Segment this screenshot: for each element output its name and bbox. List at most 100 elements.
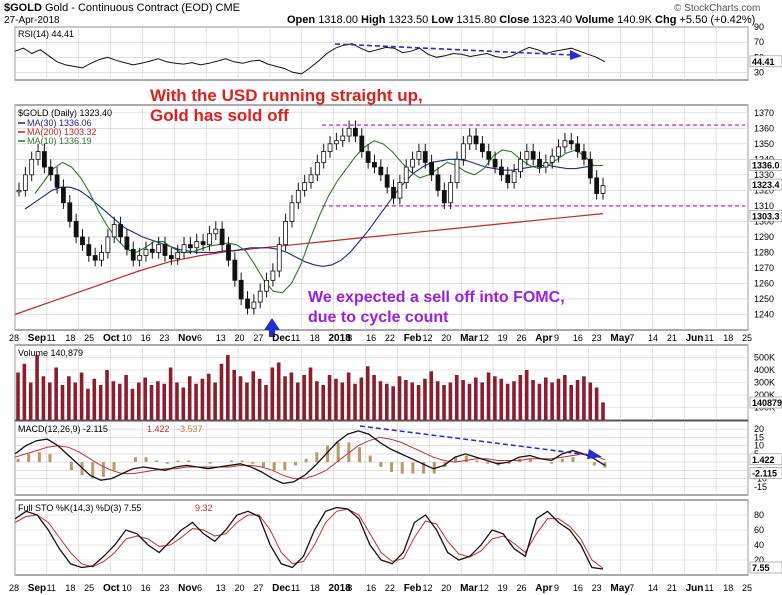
macd-histogram-bar xyxy=(379,462,383,468)
macd-histogram-bar xyxy=(27,453,31,463)
price-candle xyxy=(391,186,396,199)
price-candle xyxy=(54,174,60,188)
ma10-legend: MA(10) 1336.19 xyxy=(27,136,92,146)
volume-bar xyxy=(245,382,249,420)
volume-bar xyxy=(340,382,345,420)
price-candle xyxy=(524,151,530,160)
price-candle xyxy=(556,146,561,157)
macd-histogram-bar xyxy=(422,462,426,474)
price-candle xyxy=(327,143,333,152)
price-candle xyxy=(86,244,92,256)
volume-label: Volume xyxy=(575,14,615,26)
price-candle xyxy=(397,182,403,199)
x-axis-label-bottom: 25 xyxy=(84,583,94,593)
x-axis-label-top: 11 xyxy=(47,333,56,343)
price-candle xyxy=(111,224,117,238)
x-axis-label-top: Dec xyxy=(272,333,291,344)
macd-legend: MACD(12,26,9) -2.115 xyxy=(18,424,108,434)
x-axis-label-bottom: 25 xyxy=(742,583,752,593)
volume-bar xyxy=(232,370,236,420)
rsi-tick-label: 90 xyxy=(754,22,764,32)
macd-signal-line xyxy=(14,436,606,480)
x-axis-label-top: 18 xyxy=(723,333,733,343)
price-candle xyxy=(207,233,212,246)
price-candle xyxy=(460,143,466,160)
chg-label: Chg xyxy=(655,14,677,26)
price-candle xyxy=(124,236,130,250)
x-axis-label-top: 20 xyxy=(235,333,245,343)
volume-bar xyxy=(175,382,179,420)
macd-histogram-bar xyxy=(560,458,564,463)
macd-histogram-bar xyxy=(390,462,394,472)
volume-bar xyxy=(270,367,275,420)
macd-histogram-bar xyxy=(208,462,212,464)
price-candle xyxy=(181,244,187,253)
volume-bar xyxy=(518,375,523,420)
price-tick-label: 1240 xyxy=(754,309,774,319)
ma200-value-label-box xyxy=(749,209,782,222)
price-candle xyxy=(333,140,339,145)
price-candle xyxy=(479,143,485,152)
volume-bar xyxy=(54,367,58,420)
macd-histogram-bar xyxy=(283,462,287,471)
x-axis-label-top: Apr xyxy=(535,333,552,344)
x-axis-label-top: 26 xyxy=(516,333,526,343)
macd-histogram-bar xyxy=(326,445,330,463)
volume-bar xyxy=(493,376,497,420)
low-value: 1315.80 xyxy=(456,14,497,26)
x-axis-label-bottom: 8 xyxy=(347,583,352,593)
volume-bar xyxy=(149,385,154,420)
price-candle xyxy=(403,166,409,183)
macd-histogram-bar xyxy=(251,462,255,464)
volume-bar xyxy=(391,386,395,420)
ma200-value-label: 1303.3 xyxy=(752,211,780,221)
x-axis-label-bottom: 20 xyxy=(441,583,451,593)
macd-histogram-bar xyxy=(464,455,468,463)
price-candle xyxy=(410,158,415,168)
price-candle xyxy=(80,236,85,246)
price-candle xyxy=(143,248,149,256)
macd-tick-label: 20 xyxy=(754,424,764,434)
price-candle xyxy=(238,279,244,300)
price-candle xyxy=(587,158,593,179)
price-candle xyxy=(384,174,390,188)
volume-bar xyxy=(98,385,103,420)
volume-bar xyxy=(28,382,33,420)
macd-histogram-bar xyxy=(101,462,105,477)
macd-histogram-bar xyxy=(315,452,319,463)
volume-bar xyxy=(47,382,52,420)
volume-bar xyxy=(601,402,605,420)
chg-value: +5.50 (+0.42%) xyxy=(679,14,756,26)
ma-value-label-box xyxy=(749,159,782,171)
header-title: $GOLD Gold - Continuous Contract (EOD) C… xyxy=(4,2,240,14)
price-candle xyxy=(467,135,473,145)
price-candle xyxy=(353,127,358,137)
sto-k-line xyxy=(14,506,604,570)
price-candle xyxy=(16,189,22,193)
volume-bar xyxy=(327,375,332,420)
volume-bar xyxy=(105,370,109,420)
volume-bar xyxy=(435,381,440,420)
price-candle xyxy=(416,151,422,160)
volume-bar xyxy=(181,387,186,420)
volume-legend: Volume 140,879 xyxy=(18,348,83,358)
volume-bar xyxy=(137,382,141,420)
x-axis-label-bottom: 23 xyxy=(159,583,169,593)
price-candle xyxy=(530,151,536,160)
x-axis-label-bottom: 16 xyxy=(573,583,583,593)
price-candle xyxy=(99,252,104,261)
macd-histogram-bar xyxy=(165,462,169,464)
x-axis-label-top: 16 xyxy=(573,333,583,343)
volume-bar xyxy=(308,367,313,420)
volume-bar xyxy=(213,382,217,420)
x-axis-label-bottom: Mar xyxy=(460,583,478,594)
x-axis-label-top: 9 xyxy=(554,333,559,343)
x-axis-label-top: 27 xyxy=(253,333,263,343)
price-candle xyxy=(492,158,498,168)
price-candle xyxy=(162,244,168,256)
macd-histogram-bar xyxy=(144,457,148,463)
volume-value-label-box xyxy=(749,396,782,409)
ma-value-label: 1336.0 xyxy=(752,161,780,171)
price-candle xyxy=(295,189,301,204)
macd-histogram-bar xyxy=(528,458,532,463)
